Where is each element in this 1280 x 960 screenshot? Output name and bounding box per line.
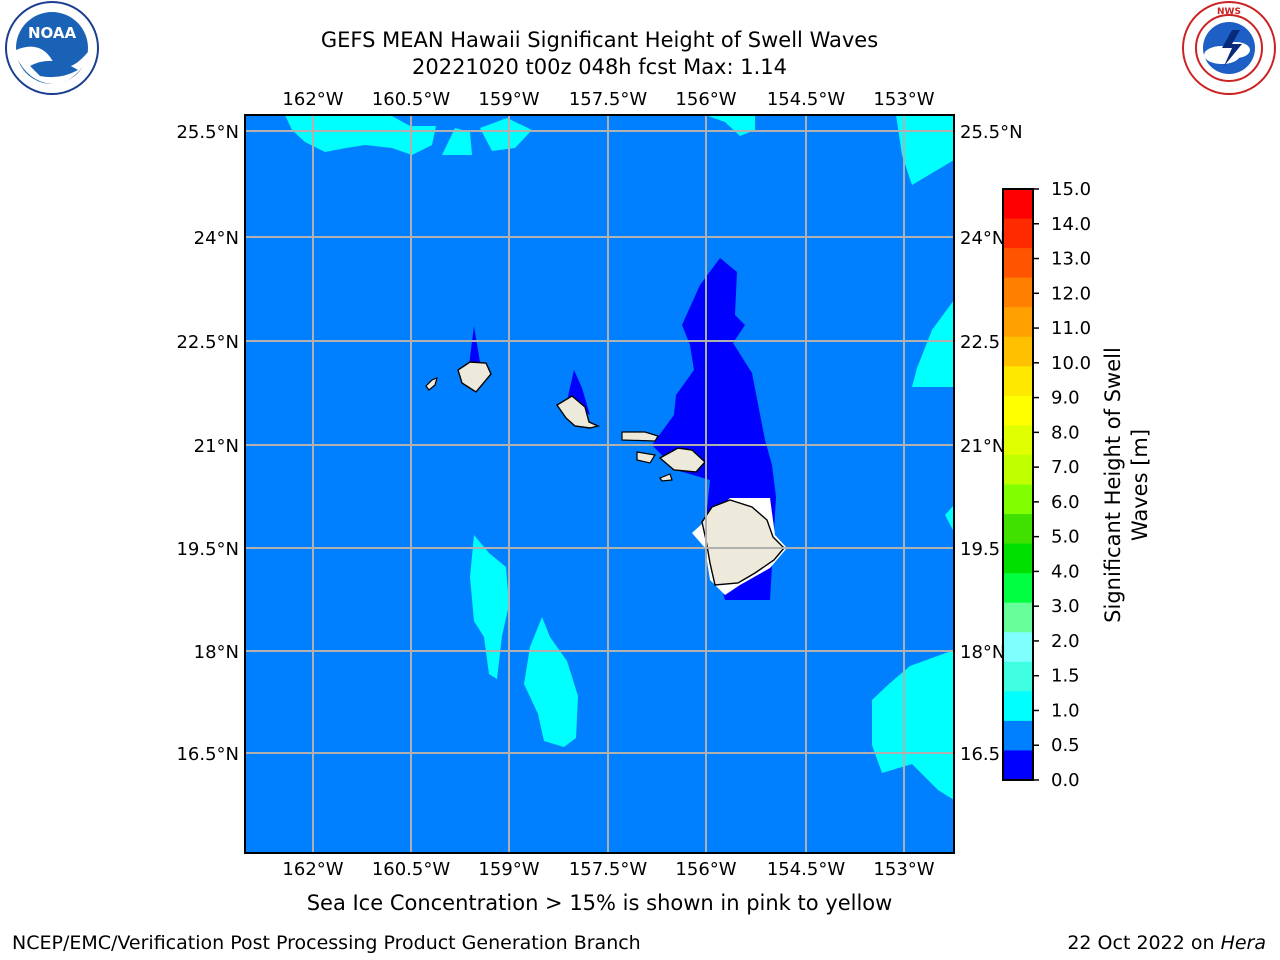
colorbar-block [1003, 218, 1033, 249]
lat-labels-left: 25.5°N 24°N 22.5°N 21°N 19.5°N 18°N 16.5… [176, 122, 239, 765]
lon-label: 156°W [675, 859, 736, 880]
colorbar-tick-label: 11.0 [1051, 318, 1091, 339]
lat-label: 18°N [960, 642, 1005, 663]
colorbar-block [1003, 189, 1033, 220]
map-frame: 162°W 160.5°W 159°W 157.5°W 156°W 154.5°… [176, 89, 1022, 880]
colorbar-block [1003, 661, 1033, 692]
lat-label: 22.5 [960, 332, 1000, 353]
colorbar-tick-label: 1.5 [1051, 666, 1080, 687]
lon-label: 162°W [282, 859, 343, 880]
colorbar-ticks: 15.0 14.0 13.0 12.0 11.0 10.0 9.0 8.0 7.0 6.0 5.0 4… [1033, 179, 1091, 791]
colorbar-tick-label: 6.0 [1051, 492, 1080, 513]
colorbar-block [1003, 632, 1033, 663]
colorbar-block [1003, 720, 1033, 752]
colorbar-block [1003, 484, 1033, 515]
colorbar-tick-label: 7.0 [1051, 457, 1080, 478]
lon-labels-bottom: 162°W 160.5°W 159°W 157.5°W 156°W 154.5°… [282, 859, 934, 880]
colorbar-tick-label: 12.0 [1051, 283, 1091, 304]
colorbar-block [1003, 573, 1033, 604]
lon-label: 159°W [478, 859, 539, 880]
colorbar-block [1003, 691, 1033, 722]
lon-label: 160.5°W [372, 859, 451, 880]
colorbar-block [1003, 514, 1033, 545]
lon-label: 156°W [675, 89, 736, 110]
colorbar-border [1002, 188, 1034, 781]
map-border [244, 114, 955, 854]
noaa-logo: NOAA [5, 1, 99, 95]
lat-label: 16.5°N [176, 744, 239, 765]
nws-logo: NWS [1182, 1, 1276, 95]
colorbar-block [1003, 366, 1033, 397]
lat-labels-right: 25.5°N 24°N 22.5 21°N 19.5 18°N 16.5 [960, 122, 1023, 765]
colorbar-block [1003, 307, 1033, 338]
colorbar-tick-label: 0.0 [1051, 770, 1080, 791]
lon-label: 153°W [873, 859, 934, 880]
lon-label: 157.5°W [569, 89, 648, 110]
kahoolawe [659, 473, 673, 482]
chart-title: GEFS MEAN Hawaii Significant Height of S… [320, 28, 879, 52]
lat-label: 16.5 [960, 744, 1000, 765]
lon-label: 153°W [873, 89, 934, 110]
footer-host: Hera [1220, 932, 1266, 954]
lat-label: 18°N [194, 642, 239, 663]
colorbar-block [1003, 395, 1033, 426]
hawaiian-islands [425, 361, 787, 595]
colorbar-tick-label: 4.0 [1051, 561, 1080, 582]
chart-subtitle: 20221020 t00z 048h fcst Max: 1.14 [412, 55, 787, 79]
kauai [457, 361, 492, 393]
colorbar: 15.0 14.0 13.0 12.0 11.0 10.0 9.0 8.0 7.0 6.0 5.0 4… [1002, 179, 1091, 791]
lat-label: 25.5°N [176, 122, 239, 143]
footer-branch: NCEP/EMC/Verification Post Processing Pr… [12, 932, 641, 954]
footer-date-text: 22 Oct 2022 on [1067, 932, 1221, 954]
lon-label: 154.5°W [767, 89, 846, 110]
colorbar-tick-label: 3.0 [1051, 596, 1080, 617]
colorbar-tick-label: 10.0 [1051, 353, 1091, 374]
colorbar-block [1003, 454, 1033, 486]
colorbar-block [1003, 248, 1033, 279]
swell-1-1.5m-patches [285, 115, 954, 800]
molokai [621, 431, 659, 442]
lat-label: 24°N [194, 228, 239, 249]
lon-label: 157.5°W [569, 859, 648, 880]
lat-label: 25.5°N [960, 122, 1023, 143]
noaa-logo-text: NOAA [28, 24, 77, 42]
colorbar-block [1003, 277, 1033, 308]
lat-label: 19.5 [960, 539, 1000, 560]
colorbar-block [1003, 602, 1033, 633]
colorbar-tick-label: 14.0 [1051, 214, 1091, 235]
oahu [555, 395, 601, 429]
colorbar-block [1003, 750, 1033, 781]
colorbar-label: Significant Height of Swell Waves [m] [1101, 347, 1152, 623]
colorbar-tick-label: 13.0 [1051, 249, 1091, 270]
lat-label: 21°N [960, 436, 1005, 457]
ocean-area [245, 115, 954, 853]
lat-label: 21°N [194, 436, 239, 457]
lanai [636, 451, 656, 464]
colorbar-tick-label: 9.0 [1051, 388, 1080, 409]
lat-label: 22.5°N [176, 332, 239, 353]
colorbar-blocks [1003, 189, 1033, 781]
lon-labels-top: 162°W 160.5°W 159°W 157.5°W 156°W 154.5°… [282, 89, 934, 110]
colorbar-block [1003, 336, 1033, 367]
colorbar-tick-label: 2.0 [1051, 631, 1080, 652]
svg-text:NWS: NWS [1217, 7, 1241, 17]
colorbar-tick-label: 0.5 [1051, 735, 1080, 756]
niihau [425, 376, 438, 391]
lon-label: 160.5°W [372, 89, 451, 110]
lon-label: 154.5°W [767, 859, 846, 880]
colorbar-block [1003, 425, 1033, 456]
sea-ice-caption: Sea Ice Concentration > 15% is shown in … [306, 891, 893, 915]
lon-label: 162°W [282, 89, 343, 110]
footer-date: 22 Oct 2022 on Hera [1067, 932, 1266, 954]
lon-label: 159°W [478, 89, 539, 110]
lat-label: 19.5°N [176, 539, 239, 560]
colorbar-tick-label: 8.0 [1051, 422, 1080, 443]
colorbar-block [1003, 543, 1033, 574]
colorbar-tick-label: 15.0 [1051, 179, 1091, 200]
colorbar-tick-label: 1.0 [1051, 700, 1080, 721]
colorbar-tick-label: 5.0 [1051, 527, 1080, 548]
graticule [245, 115, 954, 853]
lat-label: 24°N [960, 228, 1005, 249]
